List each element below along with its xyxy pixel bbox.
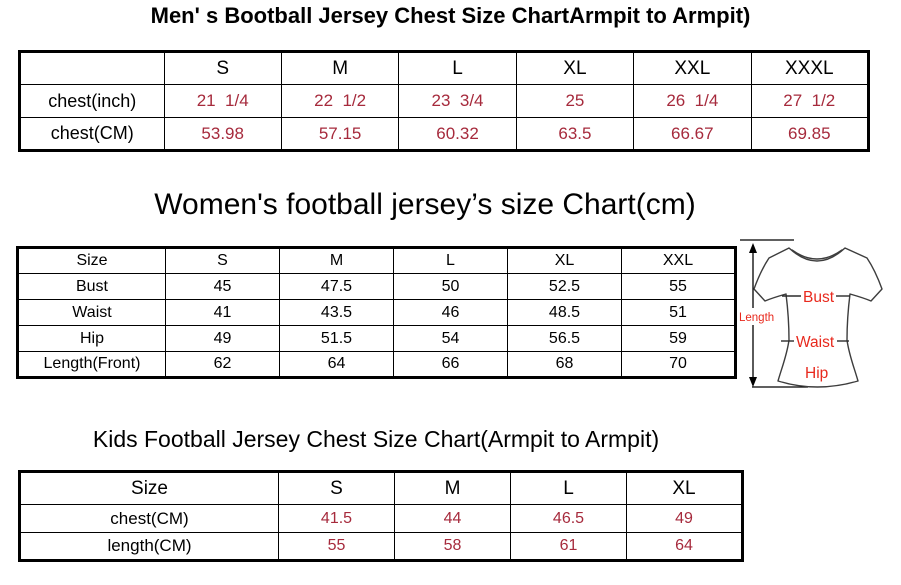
cell-value: 68	[507, 351, 622, 378]
tshirt-diagram: Bust Waist Hip Length	[739, 239, 883, 388]
arrow-down-icon	[749, 377, 757, 387]
cell-value: 41.5	[278, 504, 395, 533]
cell-value: 50	[393, 273, 508, 300]
row-label: chest(inch)	[19, 84, 165, 118]
table-header-row: S M L XL XXL XXXL	[19, 51, 870, 85]
kids-chart-title: Kids Football Jersey Chest Size Chart(Ar…	[92, 426, 660, 452]
cell-value: 64	[626, 532, 743, 561]
row-label: Hip	[17, 325, 166, 352]
cell-value: 70	[621, 351, 736, 378]
cell-value: 41	[165, 299, 280, 326]
cell-value: 60.32	[398, 117, 517, 151]
col-header: Size	[17, 247, 166, 274]
col-header: L	[398, 51, 517, 85]
cell-value: 56.5	[507, 325, 622, 352]
cell-value: 44	[394, 504, 511, 533]
cell-value: 51.5	[279, 325, 394, 352]
cell-value: 57.15	[280, 117, 400, 151]
col-header: Size	[19, 471, 279, 505]
cell-value: 53.98	[163, 117, 282, 151]
table-row: Waist 41 43.5 46 48.5 51	[17, 299, 736, 326]
cell-value: 55	[621, 273, 736, 300]
cell-value: 21 1/4	[163, 84, 282, 118]
men-chart-title: Men' s Bootball Jersey Chest Size ChartA…	[150, 3, 751, 28]
tshirt-outline	[753, 247, 883, 388]
cell-value: 25	[515, 84, 635, 118]
table-row: Hip 49 51.5 54 56.5 59	[17, 325, 736, 352]
cell-value: 46.5	[510, 504, 627, 533]
col-header: XXL	[621, 247, 736, 274]
cell-value: 23 3/4	[398, 84, 517, 118]
cell-value: 61	[510, 532, 627, 561]
cell-value: 27 1/2	[750, 84, 870, 118]
row-label: Bust	[17, 273, 166, 300]
row-label: Length(Front)	[17, 351, 166, 378]
table-header-row: Size S M L XL XXL	[17, 247, 736, 274]
cell-value: 49	[626, 504, 743, 533]
table-row: Length(Front) 62 64 66 68 70	[17, 351, 736, 378]
women-size-table: Size S M L XL XXL Bust 45 47.5 50 52.5 5…	[16, 246, 737, 379]
cell-value: 46	[393, 299, 508, 326]
row-label: length(CM)	[19, 532, 279, 561]
table-row: chest(inch) 21 1/4 22 1/2 23 3/4 25 26 1…	[19, 84, 870, 118]
col-header: XL	[626, 471, 743, 505]
col-header: L	[510, 471, 627, 505]
cell-value: 64	[279, 351, 394, 378]
col-header: S	[163, 51, 282, 85]
col-header: M	[280, 51, 400, 85]
cell-value: 26 1/4	[633, 84, 752, 118]
cell-value: 51	[621, 299, 736, 326]
cell-value: 58	[394, 532, 511, 561]
col-header: XL	[507, 247, 622, 274]
cell-value: 52.5	[507, 273, 622, 300]
table-header-row: Size S M L XL	[19, 471, 743, 505]
col-header: M	[394, 471, 511, 505]
col-header: XL	[515, 51, 635, 85]
table-row: Bust 45 47.5 50 52.5 55	[17, 273, 736, 300]
col-header: M	[279, 247, 394, 274]
table-row: length(CM) 55 58 61 64	[19, 532, 743, 561]
cell-value: 43.5	[279, 299, 394, 326]
col-header: S	[278, 471, 395, 505]
cell-value: 66.67	[633, 117, 752, 151]
arrow-up-icon	[749, 243, 757, 253]
cell-value: 63.5	[515, 117, 635, 151]
cell-value: 22 1/2	[280, 84, 400, 118]
cell-value: 49	[165, 325, 280, 352]
cell-value: 47.5	[279, 273, 394, 300]
table-row: chest(CM) 53.98 57.15 60.32 63.5 66.67 6…	[19, 117, 870, 151]
bust-label: Bust	[803, 289, 835, 306]
col-header: XXL	[633, 51, 752, 85]
row-label: chest(CM)	[19, 117, 165, 151]
col-header: L	[393, 247, 508, 274]
col-header: XXXL	[750, 51, 870, 85]
cell-value: 66	[393, 351, 508, 378]
col-header	[19, 51, 165, 85]
cell-value: 48.5	[507, 299, 622, 326]
length-label: Length	[739, 312, 774, 324]
col-header: S	[165, 247, 280, 274]
cell-value: 59	[621, 325, 736, 352]
cell-value: 62	[165, 351, 280, 378]
waist-label: Waist	[796, 334, 835, 351]
men-size-table: S M L XL XXL XXXL chest(inch) 21 1/4 22 …	[18, 50, 870, 152]
cell-value: 45	[165, 273, 280, 300]
kids-size-table: Size S M L XL chest(CM) 41.5 44 46.5 49 …	[18, 470, 744, 562]
women-chart-title: Women's football jersey’s size Chart(cm)	[154, 188, 696, 221]
table-row: chest(CM) 41.5 44 46.5 49	[19, 504, 743, 533]
row-label: chest(CM)	[19, 504, 279, 533]
hip-label: Hip	[805, 365, 828, 382]
cell-value: 69.85	[750, 117, 870, 151]
cell-value: 54	[393, 325, 508, 352]
cell-value: 55	[278, 532, 395, 561]
row-label: Waist	[17, 299, 166, 326]
